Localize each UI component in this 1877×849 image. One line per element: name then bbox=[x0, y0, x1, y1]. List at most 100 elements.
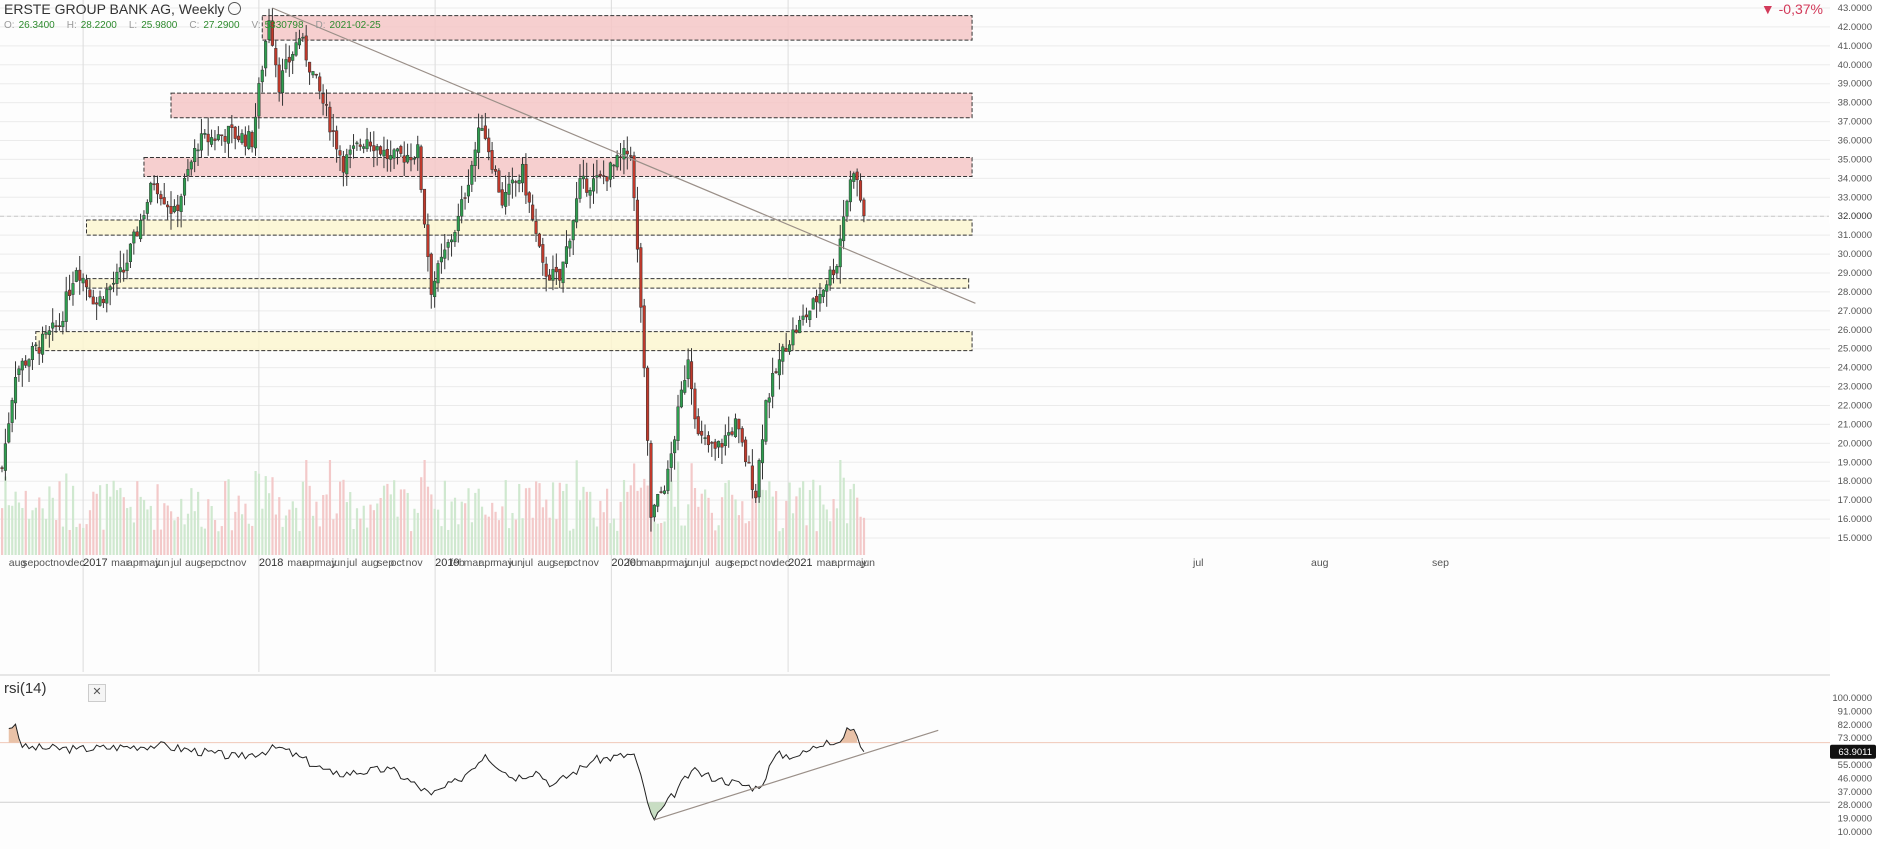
ohlc-legend: O: 26.3400 H: 28.2200 L: 25.9800 C: 27.2900 V: 53… bbox=[4, 20, 393, 31]
candle bbox=[750, 449, 754, 499]
volume-bar bbox=[301, 481, 305, 555]
candle bbox=[466, 169, 470, 203]
candle-body bbox=[456, 215, 460, 232]
volume-bar bbox=[156, 484, 159, 555]
candle bbox=[3, 428, 7, 481]
candle-body bbox=[717, 440, 721, 448]
volume-bar bbox=[75, 526, 78, 555]
candle bbox=[416, 135, 420, 171]
ohlc-value: 25.9800 bbox=[141, 20, 178, 31]
volume-bar bbox=[862, 517, 866, 555]
candle-body bbox=[514, 181, 518, 183]
candle bbox=[845, 199, 849, 223]
candle bbox=[44, 325, 48, 339]
candle bbox=[338, 145, 342, 171]
volume-bar bbox=[355, 508, 359, 555]
candle-body bbox=[304, 35, 308, 61]
candle bbox=[135, 226, 139, 237]
volume-bar bbox=[484, 514, 487, 555]
volume-bar bbox=[328, 460, 332, 555]
volume-bar bbox=[109, 496, 112, 555]
candle-body bbox=[233, 126, 237, 139]
volume-bar bbox=[305, 460, 308, 555]
candle bbox=[355, 140, 359, 151]
candle bbox=[815, 289, 819, 318]
candle bbox=[318, 72, 322, 100]
volume-bar bbox=[497, 520, 501, 555]
close-icon[interactable]: ✕ bbox=[88, 684, 106, 702]
candle-body bbox=[324, 104, 329, 106]
ohlc-value: 5330798 bbox=[264, 20, 304, 31]
volume-bar bbox=[99, 485, 102, 555]
time-tick-label: 2017 bbox=[83, 557, 107, 569]
candle bbox=[828, 266, 832, 291]
volume-bar bbox=[609, 523, 612, 555]
grid bbox=[0, 0, 1830, 676]
volume-bar bbox=[562, 491, 565, 555]
candle bbox=[575, 181, 579, 229]
volume-bars bbox=[1, 460, 866, 555]
candle bbox=[351, 134, 356, 159]
volume-bar bbox=[619, 501, 622, 555]
volume-bar bbox=[409, 531, 413, 555]
candle-body bbox=[848, 179, 852, 203]
candle-body bbox=[558, 268, 562, 281]
candle bbox=[696, 408, 700, 436]
candle bbox=[88, 279, 92, 299]
candle bbox=[514, 179, 518, 197]
candle bbox=[858, 173, 863, 203]
candle bbox=[673, 435, 677, 470]
clock-icon[interactable] bbox=[228, 2, 242, 15]
volume-bar bbox=[44, 518, 48, 555]
candle-body bbox=[568, 240, 572, 249]
candle bbox=[128, 243, 132, 269]
time-tick-label: jul bbox=[346, 557, 358, 569]
volume-bar bbox=[193, 511, 196, 555]
volume-bar bbox=[531, 517, 534, 555]
candle bbox=[30, 342, 34, 371]
volume-bar bbox=[78, 523, 81, 555]
volume-bar bbox=[295, 507, 298, 555]
candle bbox=[392, 148, 396, 170]
candle bbox=[243, 126, 247, 156]
candle bbox=[463, 192, 467, 210]
candle bbox=[257, 77, 261, 129]
volume-bar bbox=[788, 482, 791, 555]
volume-bar bbox=[599, 500, 602, 555]
volume-bar bbox=[24, 490, 27, 555]
price-tick-label: 37.0000 bbox=[1838, 117, 1872, 128]
candle-body bbox=[727, 432, 731, 436]
candle bbox=[24, 355, 28, 368]
candle-body bbox=[139, 220, 143, 240]
volume-bar bbox=[406, 492, 409, 555]
volume-bar bbox=[227, 479, 230, 555]
volume-bar bbox=[528, 487, 531, 555]
time-tick-label: mar bbox=[111, 557, 130, 569]
candle bbox=[429, 252, 433, 309]
volume-bar bbox=[68, 529, 71, 555]
rsi-line bbox=[8, 723, 865, 821]
candle bbox=[652, 503, 656, 522]
candle bbox=[520, 157, 525, 193]
candle bbox=[835, 264, 839, 280]
candle bbox=[233, 125, 237, 150]
price-tick-label: 38.0000 bbox=[1838, 98, 1872, 109]
price-tick-label: 25.0000 bbox=[1838, 344, 1872, 355]
time-tick-label: sep bbox=[553, 557, 570, 569]
rsi-tick-label: 10.0000 bbox=[1838, 827, 1872, 838]
volume-bar bbox=[798, 487, 801, 555]
volume-bar bbox=[136, 481, 139, 555]
volume-bar bbox=[643, 478, 646, 555]
volume-bar bbox=[842, 477, 845, 555]
candle-body bbox=[149, 182, 153, 203]
candle-body bbox=[193, 147, 197, 163]
candle-body bbox=[264, 41, 268, 69]
candle bbox=[477, 113, 481, 170]
candle bbox=[480, 114, 484, 131]
candle-body bbox=[504, 191, 508, 207]
candle-body bbox=[166, 204, 170, 208]
volume-bar bbox=[795, 496, 798, 555]
price-axis: 43.0000 42.0000 41.0000 40.0000 39.0000 38.00… bbox=[1829, 3, 1875, 544]
time-tick-label: jul bbox=[1192, 557, 1204, 569]
